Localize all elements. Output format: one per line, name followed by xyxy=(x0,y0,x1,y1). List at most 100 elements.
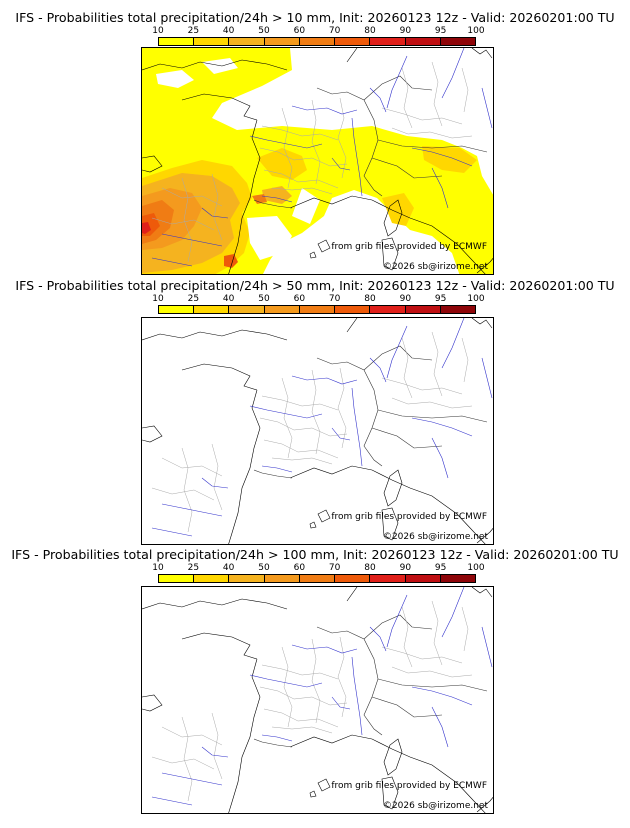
map-frame: from grib files provided by ECMWF ©2026 … xyxy=(141,47,494,275)
coastline xyxy=(142,329,288,341)
region-border xyxy=(259,147,348,167)
coastline xyxy=(289,465,486,544)
legend-swatch xyxy=(229,575,265,582)
river xyxy=(201,207,229,219)
region-border xyxy=(271,457,333,465)
region-border xyxy=(381,107,463,125)
region-border xyxy=(259,686,348,706)
region-border xyxy=(151,487,215,501)
legend-swatch xyxy=(194,38,230,45)
coastline xyxy=(228,658,261,813)
legend-swatch xyxy=(335,575,371,582)
river xyxy=(331,157,351,171)
river xyxy=(151,257,193,267)
region-border xyxy=(181,716,193,802)
river xyxy=(261,465,293,473)
country-border xyxy=(253,738,293,748)
source-credit: from grib files provided by ECMWF xyxy=(331,512,487,522)
legend-labels: 10 25 40 50 60 70 80 90 95 100 xyxy=(152,563,484,574)
river xyxy=(481,626,493,668)
coastline xyxy=(476,796,493,813)
region-border xyxy=(161,726,223,746)
coastline xyxy=(381,776,399,810)
legend-swatch xyxy=(405,306,441,313)
panel-title: IFS - Probabilities total precipitation/… xyxy=(15,278,615,293)
region-border xyxy=(211,173,223,241)
region-border xyxy=(261,395,339,411)
river xyxy=(249,405,323,419)
legend-swatch xyxy=(264,38,300,45)
region-border xyxy=(263,708,339,728)
region-border xyxy=(161,457,223,477)
legend-tick-label: 10 xyxy=(152,26,164,36)
precip-area xyxy=(224,254,238,268)
river xyxy=(161,772,223,786)
legend-tick-label: 60 xyxy=(293,26,306,36)
region-border xyxy=(391,666,473,678)
river xyxy=(351,117,363,197)
no-precip-area xyxy=(156,70,194,88)
region-border xyxy=(401,337,413,399)
river xyxy=(151,796,193,806)
coastline xyxy=(309,521,317,529)
legend-tick-label: 90 xyxy=(399,563,412,573)
legend-swatch xyxy=(264,575,300,582)
region-border xyxy=(337,636,347,718)
panel-title: IFS - Probabilities total precipitation/… xyxy=(11,547,619,562)
legend-tick-label: 70 xyxy=(328,26,341,36)
legend-swatch xyxy=(299,306,336,313)
river xyxy=(431,706,449,748)
coastline xyxy=(381,237,399,271)
legend-tick-label: 80 xyxy=(364,563,376,573)
author-credit: ©2026 sb@irizome.net xyxy=(382,801,488,811)
river xyxy=(291,105,358,115)
legend-tick-label: 25 xyxy=(187,294,200,304)
precip-area xyxy=(382,193,414,226)
legend-swatch xyxy=(440,38,475,45)
legend-swatch xyxy=(159,306,195,313)
precip-area xyxy=(142,222,151,234)
coastline xyxy=(142,598,288,610)
coastline xyxy=(181,363,258,391)
map-canvas xyxy=(142,48,493,274)
region-border xyxy=(281,107,293,189)
region-border xyxy=(311,369,321,455)
country-border xyxy=(363,75,433,101)
legend-tick-label: 70 xyxy=(328,294,341,304)
legend-swatch xyxy=(229,38,265,45)
river xyxy=(481,87,493,129)
legend-tick-label: 60 xyxy=(293,563,306,573)
legend-swatch xyxy=(370,575,406,582)
country-border xyxy=(253,199,293,209)
coastline xyxy=(289,734,486,813)
no-precip-area xyxy=(292,188,320,224)
legend-swatch xyxy=(264,306,300,313)
coastline xyxy=(142,694,163,712)
legend-bar xyxy=(158,37,476,46)
region-border xyxy=(263,439,339,459)
river xyxy=(351,387,363,467)
map-canvas xyxy=(142,318,493,544)
region-border xyxy=(401,606,413,668)
map-panel-100mm: IFS - Probabilities total precipitation/… xyxy=(0,547,630,817)
river xyxy=(351,656,363,736)
river xyxy=(249,674,323,688)
author-credit: ©2026 sb@irizome.net xyxy=(382,532,488,542)
coastline xyxy=(346,318,358,333)
region-border xyxy=(181,447,193,533)
country-border xyxy=(363,614,433,640)
river xyxy=(386,594,408,648)
country-border xyxy=(316,357,383,467)
legend-tick-label: 100 xyxy=(467,563,485,573)
river xyxy=(441,587,465,638)
region-border xyxy=(381,646,463,664)
region-border xyxy=(337,367,347,449)
river xyxy=(369,626,387,652)
region-border xyxy=(391,127,473,139)
country-border xyxy=(371,696,443,718)
region-border xyxy=(431,600,443,666)
coastline xyxy=(142,425,163,443)
no-precip-area xyxy=(247,216,292,260)
map-frame: from grib files provided by ECMWF ©2026 … xyxy=(141,317,494,545)
region-border xyxy=(281,646,293,728)
